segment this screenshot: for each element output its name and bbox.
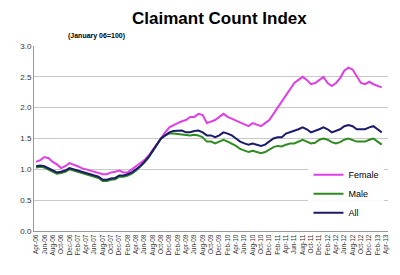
svg-text:Jun-08: Jun-08 bbox=[140, 234, 147, 254]
svg-text:Oct-11: Oct-11 bbox=[307, 234, 314, 253]
svg-text:Apr-10: Apr-10 bbox=[232, 234, 240, 254]
svg-text:Feb-12: Feb-12 bbox=[324, 234, 331, 255]
svg-text:Apr-06: Apr-06 bbox=[32, 234, 40, 254]
svg-text:Dec-09: Dec-09 bbox=[215, 234, 222, 255]
svg-text:Feb-11: Feb-11 bbox=[274, 234, 281, 254]
svg-text:1.0: 1.0 bbox=[20, 165, 32, 174]
svg-text:Dec-11: Dec-11 bbox=[315, 234, 322, 255]
svg-text:Claimant Count Index: Claimant Count Index bbox=[132, 9, 307, 28]
svg-text:Apr-13: Apr-13 bbox=[382, 234, 390, 254]
svg-text:Feb-08: Feb-08 bbox=[124, 234, 131, 255]
svg-text:Jun-11: Jun-11 bbox=[290, 234, 297, 254]
svg-text:2.0: 2.0 bbox=[20, 103, 32, 112]
svg-text:Jun-09: Jun-09 bbox=[190, 234, 197, 254]
svg-text:0.5: 0.5 bbox=[20, 196, 32, 205]
svg-text:2.5: 2.5 bbox=[20, 73, 32, 82]
svg-text:Oct-06: Oct-06 bbox=[57, 234, 64, 254]
svg-text:0.0: 0.0 bbox=[20, 227, 32, 236]
svg-text:Oct-10: Oct-10 bbox=[257, 234, 264, 254]
svg-text:Jun-06: Jun-06 bbox=[41, 234, 48, 254]
svg-text:All: All bbox=[348, 208, 358, 218]
svg-text:Feb-10: Feb-10 bbox=[224, 234, 231, 255]
svg-text:Aug-10: Aug-10 bbox=[249, 234, 257, 255]
svg-text:Aug-12: Aug-12 bbox=[349, 234, 357, 255]
svg-text:Jun-10: Jun-10 bbox=[240, 234, 247, 254]
svg-text:Dec-10: Dec-10 bbox=[265, 234, 272, 255]
svg-text:Jun-12: Jun-12 bbox=[340, 234, 347, 254]
svg-text:Apr-08: Apr-08 bbox=[132, 234, 140, 254]
svg-text:Aug-08: Aug-08 bbox=[149, 234, 157, 255]
svg-text:Oct-07: Oct-07 bbox=[107, 234, 114, 254]
svg-text:Female: Female bbox=[348, 170, 378, 180]
svg-text:Apr-12: Apr-12 bbox=[332, 234, 340, 254]
svg-text:Male: Male bbox=[348, 189, 368, 199]
svg-text:Apr-07: Apr-07 bbox=[82, 234, 90, 254]
svg-text:Oct-08: Oct-08 bbox=[157, 234, 164, 254]
svg-text:1.5: 1.5 bbox=[20, 134, 32, 143]
svg-text:Feb-13: Feb-13 bbox=[374, 234, 381, 255]
svg-text:Apr-09: Apr-09 bbox=[182, 234, 190, 254]
svg-text:Dec-06: Dec-06 bbox=[66, 234, 73, 255]
svg-text:Feb-07: Feb-07 bbox=[74, 234, 81, 255]
svg-text:Dec-07: Dec-07 bbox=[115, 234, 122, 255]
svg-text:Aug-07: Aug-07 bbox=[99, 234, 107, 255]
svg-text:Feb-09: Feb-09 bbox=[174, 234, 181, 255]
svg-text:Aug-09: Aug-09 bbox=[199, 234, 207, 255]
svg-text:Aug-06: Aug-06 bbox=[49, 234, 57, 255]
svg-text:(January 06=100): (January 06=100) bbox=[68, 32, 125, 40]
svg-text:Apr-11: Apr-11 bbox=[282, 234, 290, 253]
svg-text:Aug-11: Aug-11 bbox=[299, 234, 307, 255]
svg-text:Dec-08: Dec-08 bbox=[165, 234, 172, 255]
svg-text:3.0: 3.0 bbox=[20, 42, 32, 51]
svg-text:Jun-07: Jun-07 bbox=[91, 234, 98, 254]
svg-text:Oct-09: Oct-09 bbox=[207, 234, 214, 254]
svg-text:Oct-12: Oct-12 bbox=[357, 234, 364, 254]
svg-text:Dec-12: Dec-12 bbox=[365, 234, 372, 255]
